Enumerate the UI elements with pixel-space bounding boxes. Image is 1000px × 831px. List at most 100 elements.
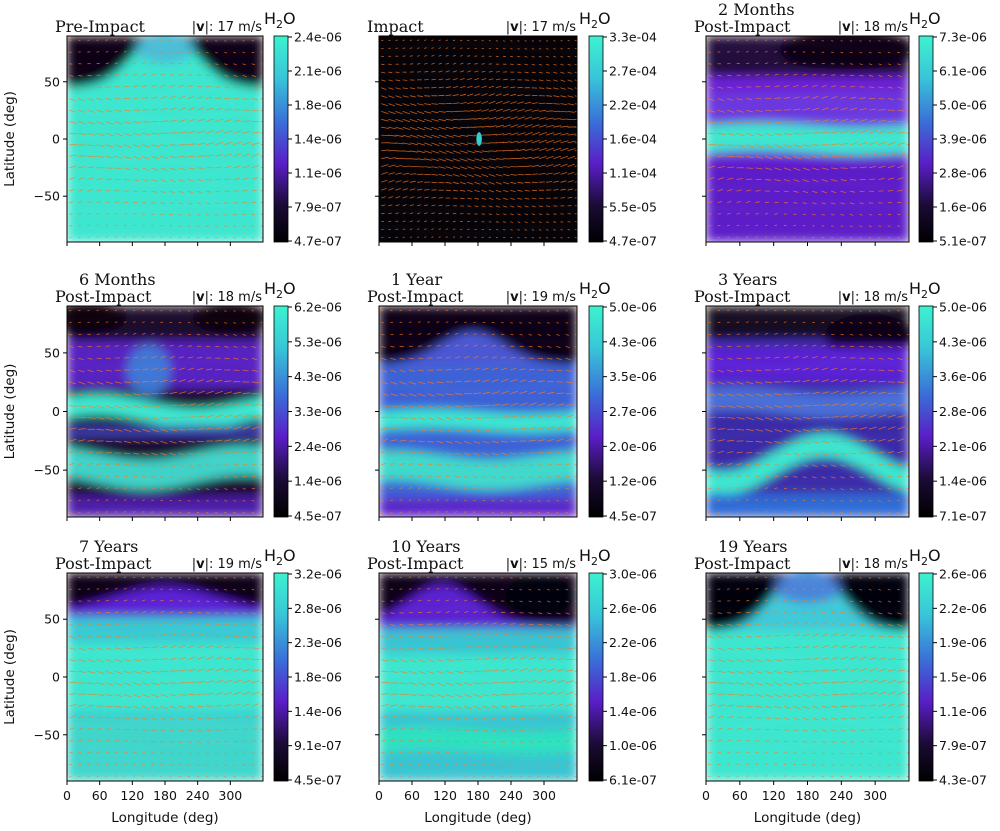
wind-arrow [717,213,722,215]
wind-arrow [727,704,735,707]
wind-arrow [123,763,127,766]
wind-arrow [764,109,773,112]
wind-arrow [746,694,754,697]
wind-arrow [840,179,847,182]
wind-arrow [878,178,885,180]
wind-arrow [69,462,75,466]
wind-arrow [793,775,796,777]
wind-arrow [123,511,127,513]
wind-arrow [878,345,883,348]
wind-arrow [783,368,791,371]
wind-arrow [233,74,238,77]
wind-arrow [840,634,847,637]
wind-arrow [755,393,764,397]
wind-arrow [821,391,830,395]
wind-arrow [812,440,820,444]
wind-arrow [531,221,535,223]
wind-arrow [859,40,862,42]
wind-arrow [473,717,480,721]
wind-arrow [151,73,156,76]
wind-arrow [717,98,724,101]
wind-arrow [395,172,403,175]
wind-arrow [114,611,120,614]
wind-arrow [736,499,740,501]
wind-arrow [878,165,886,169]
wind-arrow [427,611,432,614]
wind-arrow [87,739,92,742]
wind-arrow [436,417,445,421]
wind-arrow [454,659,463,661]
wind-arrow [500,488,505,490]
wind-arrow [831,167,839,170]
wind-arrow [474,117,482,120]
wind-arrow [445,775,448,777]
wind-arrow [717,200,723,204]
wind-arrow [524,205,529,208]
wind-arrow [388,172,396,175]
wind-arrow [491,356,498,359]
wind-arrow [399,763,403,766]
colorbar-tick-label: 3.2e-06 [294,567,342,582]
wind-arrow [454,332,459,335]
wind-arrow [878,624,884,626]
wind-arrow [708,692,716,695]
wind-arrow [416,228,420,230]
wind-arrow [87,309,90,312]
wind-arrow [114,309,118,312]
wind-arrow [233,716,240,719]
wind-arrow [242,463,248,466]
wind-arrow [567,71,572,74]
wind-arrow [830,488,835,490]
wind-arrow [897,322,900,324]
wind-arrow [502,124,512,128]
wind-arrow [390,727,396,730]
wind-arrow [467,181,474,185]
wind-arrow [574,416,577,418]
wind-arrow [390,715,397,719]
wind-arrow [783,109,791,111]
wind-arrow [431,220,435,223]
wind-arrow [556,658,565,660]
wind-arrow [438,166,446,169]
wind-vectors [708,309,909,514]
wind-arrow [473,705,481,709]
heatmap-blur [67,306,263,517]
wind-speed-symbol: v [196,20,205,35]
wind-arrow [445,576,448,578]
wind-arrow [78,74,83,77]
wind-arrow [260,728,263,730]
wind-arrow [717,487,722,489]
wind-arrow [445,670,454,674]
wind-arrow [445,47,449,49]
wind-speed-symbol: v [842,290,851,305]
wind-arrow [537,612,543,615]
wind-arrow [736,487,741,489]
wind-arrow [196,680,205,684]
wind-arrow [445,393,454,396]
wind-arrow [717,357,724,360]
wind-arrow [878,657,887,660]
wind-arrow [445,369,452,371]
wind-arrow [500,476,506,479]
wind-arrow [802,658,811,660]
wind-arrow [399,451,406,454]
wind-arrow [482,729,488,732]
wind-arrow [793,321,796,323]
wind-arrow [774,224,778,227]
wind-arrow [859,141,868,146]
panel-title: Post-Impact [367,287,464,306]
wind-arrow [242,120,251,122]
wind-arrow [169,729,175,732]
wind-arrow [78,98,85,101]
wind-arrow [169,682,178,684]
wind-arrow [840,367,847,371]
wind-arrow [224,202,229,204]
wind-arrow [840,668,849,672]
wind-arrow [510,588,513,591]
wind-arrow [868,776,872,778]
y-axis-label: Latitude (deg) [2,629,18,725]
wind-arrow [878,86,884,89]
wind-arrow [96,39,99,41]
wind-arrow [233,402,242,406]
wind-speed-label: |v|: 19 m/s [192,557,262,572]
